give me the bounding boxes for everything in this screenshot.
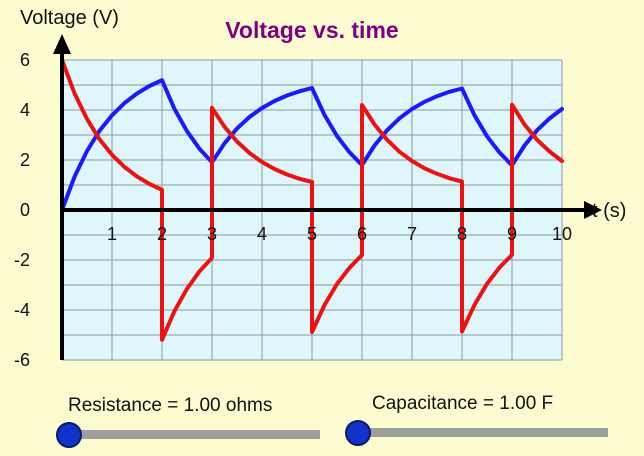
y-tick-label: 4 [20,100,30,120]
x-tick-label: 6 [357,224,367,244]
x-tick-label: 1 [107,224,117,244]
x-tick-label: 3 [207,224,217,244]
capacitance-label: Capacitance = 1.00 F [372,393,554,414]
y-tick-label: 2 [20,150,30,170]
y-tick-label: -4 [14,300,30,320]
series-line-red [60,58,564,342]
x-axis-label: t (s) [592,200,626,222]
y-tick-label: 0 [20,200,30,220]
series-line-blue [60,78,564,212]
x-axis-arrow [584,201,602,219]
y-tick-label: -6 [14,350,30,370]
y-tick-label: 6 [20,50,30,70]
chart-title: Voltage vs. time [225,17,398,43]
x-tick-label: 4 [257,224,267,244]
x-tick-label: 10 [552,224,572,244]
resistance-label: Resistance = 1.00 ohms [68,395,273,416]
capacitance-slider-knob[interactable] [345,420,371,446]
y-axis-label: Voltage (V) [20,7,119,29]
capacitance-slider-track[interactable] [356,428,608,437]
y-tick-label: -2 [14,250,30,270]
x-tick-label: 2 [157,224,167,244]
resistance-slider-knob[interactable] [56,422,82,448]
y-axis-arrow [53,34,71,54]
x-tick-label: 7 [407,224,417,244]
resistance-slider-track[interactable] [70,430,320,439]
x-tick-label: 5 [307,224,317,244]
x-tick-label: 8 [457,224,467,244]
x-tick-label: 9 [507,224,517,244]
